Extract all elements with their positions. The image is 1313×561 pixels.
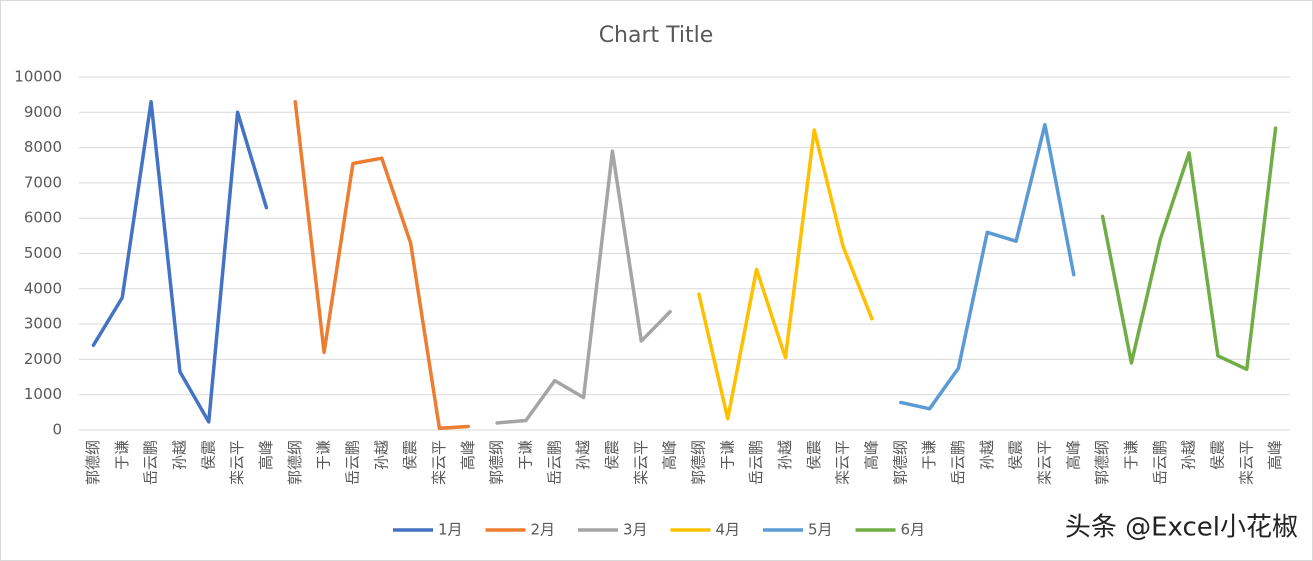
y-tick-label: 7000 — [24, 173, 62, 191]
x-tick-label: 栾云平 — [834, 440, 852, 485]
legend-label: 5月 — [808, 521, 833, 539]
x-tick-label: 孙越 — [978, 440, 996, 470]
x-tick-label: 于谦 — [920, 440, 938, 470]
x-tick-label: 高峰 — [661, 440, 679, 470]
x-tick-label: 高峰 — [257, 440, 275, 470]
y-tick-label: 3000 — [24, 315, 62, 333]
x-tick-label: 栾云平 — [228, 440, 246, 485]
x-tick-label: 岳云鹏 — [343, 440, 361, 485]
x-tick-label: 于谦 — [516, 440, 534, 470]
x-tick-label: 孙越 — [574, 440, 592, 470]
x-tick-label: 高峰 — [1064, 440, 1082, 470]
series-line — [495, 149, 672, 425]
x-tick-label: 岳云鹏 — [1151, 440, 1169, 485]
x-tick-label: 于谦 — [1122, 440, 1140, 470]
chart-title: Chart Title — [599, 23, 714, 48]
x-tick-label: 于谦 — [718, 440, 736, 470]
x-tick-label: 郭德纲 — [1093, 440, 1111, 485]
x-tick-label: 栾云平 — [632, 440, 650, 485]
y-tick-label: 2000 — [24, 350, 62, 368]
legend-label: 1月 — [438, 521, 463, 539]
x-tick-label: 高峰 — [862, 440, 880, 470]
y-tick-label: 8000 — [24, 138, 62, 156]
legend-label: 6月 — [901, 521, 926, 539]
y-tick-label: 10000 — [14, 68, 62, 86]
x-tick-label: 郭德纲 — [689, 440, 707, 485]
x-tick-label: 郭德纲 — [286, 440, 304, 485]
x-tick-label: 侯震 — [805, 440, 823, 470]
series-line — [1100, 126, 1278, 372]
x-tick-label: 栾云平 — [1237, 440, 1255, 485]
series-line — [899, 122, 1076, 411]
x-tick-label: 侯震 — [1007, 440, 1025, 470]
x-tick-label: 郭德纲 — [84, 440, 102, 485]
x-tick-label: 栾云平 — [430, 440, 448, 485]
x-tick-label: 岳云鹏 — [545, 440, 563, 485]
y-tick-label: 4000 — [24, 279, 62, 297]
y-tick-label: 5000 — [24, 244, 62, 262]
x-tick-label: 于谦 — [315, 440, 333, 470]
series-line — [697, 128, 874, 421]
x-tick-label: 高峰 — [1266, 440, 1284, 470]
x-tick-label: 岳云鹏 — [949, 440, 967, 485]
x-tick-label: 郭德纲 — [488, 440, 506, 485]
watermark: 头条 @Excel小花椒 — [1065, 513, 1298, 543]
x-tick-label: 高峰 — [459, 440, 477, 470]
x-tick-label: 于谦 — [113, 440, 131, 470]
x-tick-label: 孙越 — [776, 440, 794, 470]
x-tick-label: 岳云鹏 — [142, 440, 160, 485]
x-tick-label: 孙越 — [372, 440, 390, 470]
x-tick-label: 侯震 — [401, 440, 419, 470]
x-tick-label: 郭德纲 — [891, 440, 909, 485]
legend-label: 3月 — [623, 521, 648, 539]
x-tick-label: 侯震 — [199, 440, 217, 470]
y-tick-label: 0 — [52, 421, 62, 439]
y-tick-label: 1000 — [24, 385, 62, 403]
series-line — [293, 99, 470, 430]
legend-label: 4月 — [716, 521, 741, 539]
legend-label: 2月 — [531, 521, 556, 539]
y-tick-label: 9000 — [24, 103, 62, 121]
x-tick-label: 孙越 — [1180, 440, 1198, 470]
x-tick-label: 侯震 — [1208, 440, 1226, 470]
x-tick-label: 栾云平 — [1035, 440, 1053, 485]
y-tick-label: 6000 — [24, 209, 62, 227]
x-tick-label: 孙越 — [170, 440, 188, 470]
x-tick-label: 侯震 — [603, 440, 621, 470]
x-tick-label: 岳云鹏 — [747, 440, 765, 485]
series-line — [91, 99, 269, 424]
